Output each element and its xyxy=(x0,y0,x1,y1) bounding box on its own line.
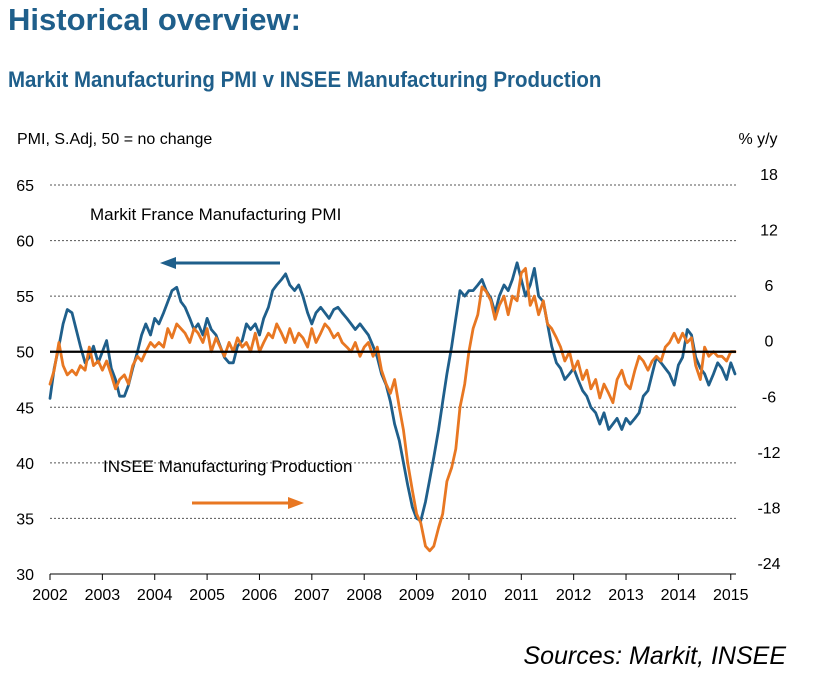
series-lines xyxy=(48,261,737,553)
left-tick-label: 50 xyxy=(16,345,34,362)
x-tick-label: 2013 xyxy=(608,587,644,604)
pmi-annotation-label: Markit France Manufacturing PMI xyxy=(90,205,341,224)
right-tick-label: 0 xyxy=(765,334,774,351)
right-tick-label: -6 xyxy=(762,389,776,406)
x-tick-label: 2009 xyxy=(399,587,435,604)
x-tick-label: 2002 xyxy=(32,587,68,604)
pmi-arrow-head xyxy=(160,257,176,269)
insee-arrow-head xyxy=(288,497,304,509)
annotations: Markit France Manufacturing PMI INSEE Man… xyxy=(90,205,352,509)
right-tick-label: -24 xyxy=(757,556,780,573)
page-title: Historical overview: xyxy=(8,2,301,37)
left-tick-label: 60 xyxy=(16,234,34,251)
x-tick-label: 2004 xyxy=(137,587,173,604)
right-tick-label: 18 xyxy=(760,167,778,184)
x-tick-label: 2015 xyxy=(713,587,749,604)
right-tick-label: 12 xyxy=(760,223,778,240)
x-tick-label: 2005 xyxy=(189,587,225,604)
left-tick-label: 65 xyxy=(16,178,34,195)
x-tick-label: 2012 xyxy=(556,587,592,604)
left-tick-label: 55 xyxy=(16,289,34,306)
x-tick-label: 2014 xyxy=(661,587,697,604)
x-tick-label: 2008 xyxy=(346,587,382,604)
sources-note: Sources: Markit, INSEE xyxy=(523,642,786,670)
left-tick-label: 45 xyxy=(16,400,34,417)
x-tick-label: 2006 xyxy=(242,587,278,604)
x-tick-label: 2003 xyxy=(85,587,121,604)
pmi-line xyxy=(48,261,737,523)
right-tick-label: -12 xyxy=(757,445,780,462)
x-tick-label: 2007 xyxy=(294,587,330,604)
right-tick-label: 6 xyxy=(765,278,774,295)
left-axis-label: PMI, S.Adj, 50 = no change xyxy=(17,131,212,148)
insee-annotation-label: INSEE Manufacturing Production xyxy=(103,457,352,476)
insee-production-line xyxy=(48,267,737,553)
x-tick-label: 2010 xyxy=(451,587,487,604)
left-tick-label: 40 xyxy=(16,456,34,473)
right-axis-label: % y/y xyxy=(738,131,777,148)
x-tick-label: 2011 xyxy=(504,587,539,604)
right-tick-label: -18 xyxy=(757,500,780,517)
left-tick-label: 35 xyxy=(16,511,34,528)
chart-subtitle: Markit Manufacturing PMI v INSEE Manufac… xyxy=(8,67,602,92)
left-tick-label: 30 xyxy=(16,567,34,584)
